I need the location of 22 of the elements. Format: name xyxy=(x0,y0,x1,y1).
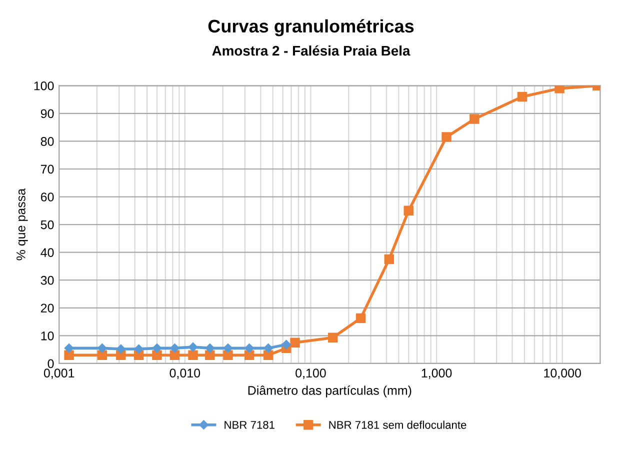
y-tick-label: 70 xyxy=(40,164,54,174)
y-axis-title: % que passa xyxy=(16,188,28,260)
y-tick-label: 90 xyxy=(40,109,54,118)
y-tick-label: 40 xyxy=(40,248,54,257)
y-tick-label: 50 xyxy=(40,220,54,230)
x-tick-label: 0,100 xyxy=(296,368,326,379)
y-tick-label: 30 xyxy=(40,276,54,285)
y-tick-label: 20 xyxy=(40,304,54,313)
chart-title: Curvas granulométricas xyxy=(208,19,414,36)
y-tick-label: 10 xyxy=(41,331,54,340)
y-tick-label: 0 xyxy=(48,359,54,368)
y-tick-label: 80 xyxy=(40,137,54,146)
legend-label: NBR 7181 xyxy=(224,420,274,429)
legend-label: NBR 7181 sem defloculante xyxy=(329,420,466,429)
chart-subtitle: Amostra 2 - Falésia Praia Bela xyxy=(212,45,410,56)
x-tick-label: 1,000 xyxy=(422,368,452,379)
y-tick-label: 100 xyxy=(34,81,54,90)
x-tick-label: 10,000 xyxy=(544,368,581,379)
x-tick-label: 0,010 xyxy=(170,368,200,379)
x-axis-title: Diâmetro das partículas (mm) xyxy=(248,386,412,398)
x-tick-label: 0,001 xyxy=(44,368,74,379)
y-tick-label: 60 xyxy=(40,192,54,202)
